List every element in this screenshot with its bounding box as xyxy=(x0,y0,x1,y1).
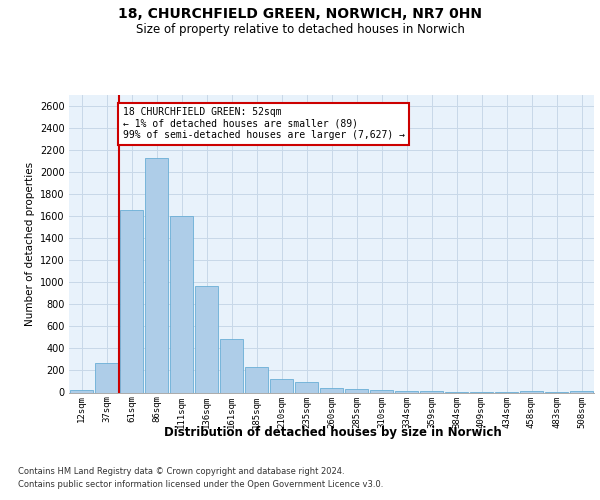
Bar xyxy=(145,158,168,392)
Text: Contains HM Land Registry data © Crown copyright and database right 2024.: Contains HM Land Registry data © Crown c… xyxy=(18,467,344,476)
Bar xyxy=(345,389,368,392)
Bar xyxy=(320,388,343,392)
Text: Size of property relative to detached houses in Norwich: Size of property relative to detached ho… xyxy=(136,22,464,36)
Text: 18 CHURCHFIELD GREEN: 52sqm
← 1% of detached houses are smaller (89)
99% of semi: 18 CHURCHFIELD GREEN: 52sqm ← 1% of deta… xyxy=(123,107,405,140)
Bar xyxy=(220,338,243,392)
Bar xyxy=(120,210,143,392)
Bar xyxy=(295,382,318,392)
Bar xyxy=(245,367,268,392)
Text: Contains public sector information licensed under the Open Government Licence v3: Contains public sector information licen… xyxy=(18,480,383,489)
Bar xyxy=(70,390,93,392)
Bar xyxy=(520,391,543,392)
Bar xyxy=(170,216,193,392)
Bar xyxy=(95,363,118,392)
Bar xyxy=(395,391,418,392)
Bar xyxy=(195,286,218,393)
Y-axis label: Number of detached properties: Number of detached properties xyxy=(25,162,35,326)
Text: 18, CHURCHFIELD GREEN, NORWICH, NR7 0HN: 18, CHURCHFIELD GREEN, NORWICH, NR7 0HN xyxy=(118,8,482,22)
Text: Distribution of detached houses by size in Norwich: Distribution of detached houses by size … xyxy=(164,426,502,439)
Bar xyxy=(270,380,293,392)
Bar xyxy=(370,390,393,392)
